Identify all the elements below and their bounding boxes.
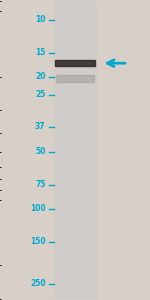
Text: 20: 20 [35,72,46,81]
Text: 250: 250 [30,279,46,288]
Text: 37: 37 [35,122,46,131]
Bar [56,76,94,82]
Text: 50: 50 [35,147,46,156]
Bar [54,2,96,298]
Text: 150: 150 [30,237,46,246]
Bar [55,60,95,66]
Text: 15: 15 [35,48,46,57]
Text: 10: 10 [35,15,46,24]
Text: 100: 100 [30,204,46,213]
Text: 75: 75 [35,180,46,189]
Text: 25: 25 [35,90,46,99]
